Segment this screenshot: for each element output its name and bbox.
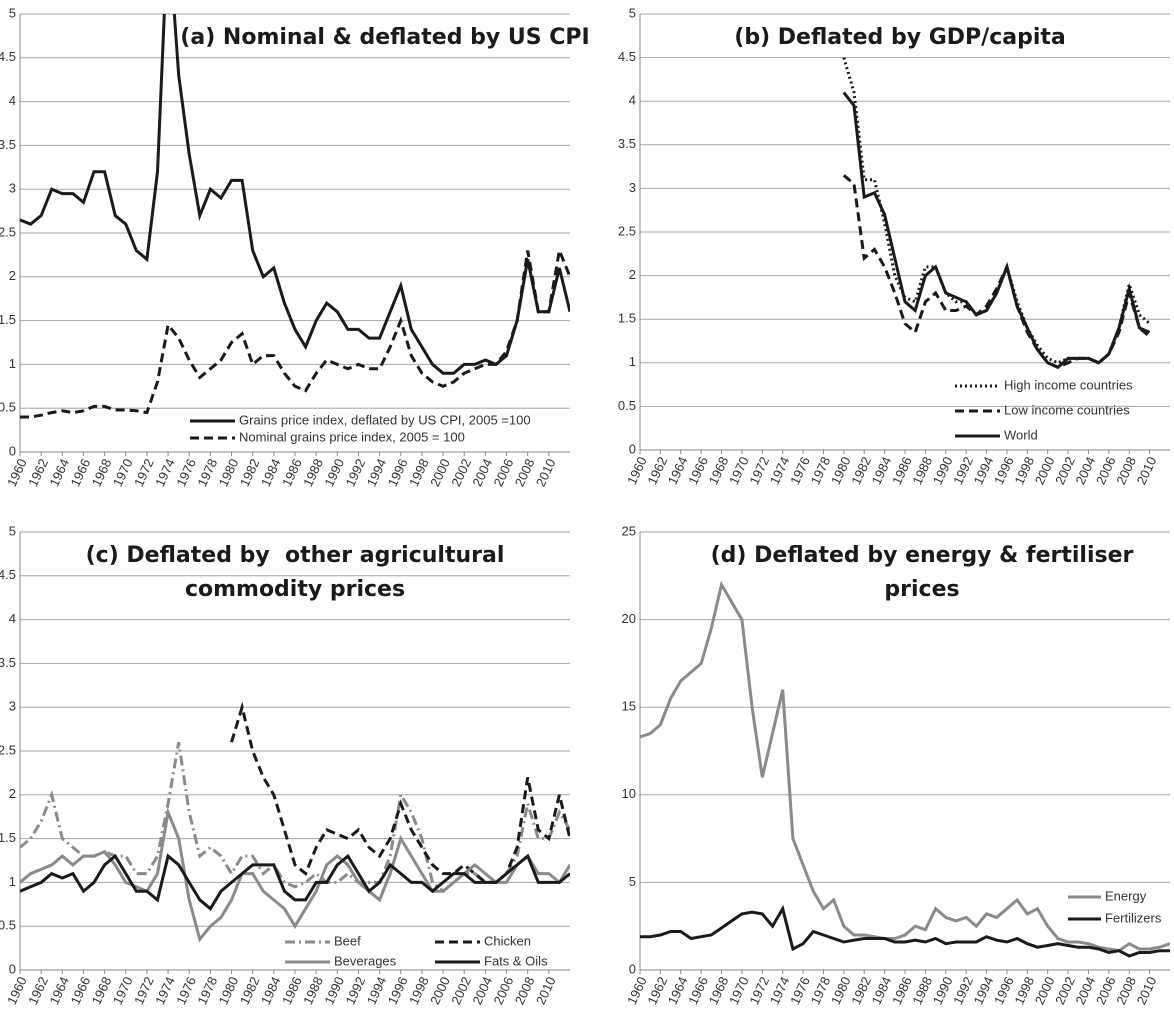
panel: 00.511.522.533.544.551960196219641966196… (0, 5, 590, 489)
x-tick-label: 1984 (258, 974, 284, 1007)
panel: 0510152025196019621964196619681970197219… (622, 523, 1170, 1007)
y-tick-label: 3 (9, 181, 16, 196)
y-tick-label: 2 (9, 268, 16, 283)
y-tick-label: 0 (629, 441, 636, 456)
legend-label: Low income countries (1004, 402, 1130, 417)
x-tick-label: 1984 (258, 456, 284, 489)
chart-title: prices (884, 577, 959, 602)
panel: 00.511.522.533.544.551960196219641966196… (618, 5, 1170, 487)
y-tick-label: 2 (629, 267, 636, 282)
legend-label: Grains price index, deflated by US CPI, … (239, 412, 531, 427)
y-tick-label: 2.5 (618, 223, 636, 238)
series-line (20, 853, 570, 911)
y-tick-label: 2.5 (0, 742, 16, 757)
legend-label: Chicken (484, 933, 531, 948)
y-tick-label: 3.5 (0, 137, 16, 152)
y-tick-label: 5 (629, 874, 636, 889)
y-tick-label: 5 (629, 5, 636, 20)
y-tick-label: 4 (9, 611, 16, 626)
y-tick-label: 1 (9, 356, 16, 371)
x-tick-label: 2010 (1134, 454, 1160, 487)
y-tick-label: 2 (9, 786, 16, 801)
y-tick-label: 1.5 (0, 312, 16, 327)
series-line (20, 14, 570, 375)
y-tick-label: 0.5 (0, 918, 16, 933)
y-tick-label: 1 (9, 874, 16, 889)
y-tick-label: 1.5 (0, 830, 16, 845)
y-tick-label: 10 (622, 786, 636, 801)
y-tick-label: 4 (629, 93, 636, 108)
y-tick-label: 0.5 (0, 400, 16, 415)
y-tick-label: 5 (9, 5, 16, 20)
y-tick-label: 25 (622, 523, 636, 538)
legend-label: Energy (1105, 888, 1147, 903)
chart-title: (b) Deflated by GDP/capita (734, 25, 1065, 50)
x-tick-label: 2010 (1134, 974, 1160, 1007)
y-tick-label: 0 (9, 961, 16, 976)
chart-title: (c) Deflated by other agricultural (86, 543, 505, 568)
y-tick-label: 4.5 (618, 49, 636, 64)
panel: 00.511.522.533.544.551960196219641966196… (0, 523, 570, 1007)
x-tick-label: 1996 (385, 456, 411, 489)
y-tick-label: 4 (9, 93, 16, 108)
x-tick-label: 1970 (110, 456, 136, 489)
series-line (842, 174, 1151, 369)
y-tick-label: 3 (629, 180, 636, 195)
series-line (842, 57, 1151, 365)
y-tick-label: 5 (9, 523, 16, 538)
y-tick-label: 4.5 (0, 567, 16, 582)
y-tick-label: 3.5 (0, 655, 16, 670)
y-tick-label: 0 (9, 443, 16, 458)
y-tick-label: 1.5 (618, 311, 636, 326)
series-line (842, 91, 1151, 369)
y-tick-label: 1 (629, 354, 636, 369)
y-tick-label: 0 (629, 961, 636, 976)
series-line (640, 580, 1170, 953)
y-tick-label: 4.5 (0, 49, 16, 64)
y-tick-label: 0.5 (618, 398, 636, 413)
series-line (20, 245, 570, 419)
x-tick-label: 2010 (533, 456, 559, 489)
series-line (20, 806, 570, 943)
legend-label: Nominal grains price index, 2005 = 100 (239, 429, 465, 444)
y-tick-label: 3.5 (618, 136, 636, 151)
series-line (230, 701, 570, 884)
legend-label: Fats & Oils (484, 953, 548, 968)
legend-label: Beef (334, 933, 361, 948)
y-tick-label: 2.5 (0, 224, 16, 239)
x-tick-label: 1970 (110, 974, 136, 1007)
legend-label: Beverages (334, 953, 397, 968)
series-line (640, 904, 1170, 958)
x-tick-label: 2010 (533, 974, 559, 1007)
chart-title: commodity prices (185, 577, 405, 602)
y-tick-label: 20 (622, 611, 636, 626)
y-tick-label: 3 (9, 699, 16, 714)
y-tick-label: 15 (622, 699, 636, 714)
chart-title: (a) Nominal & deflated by US CPI (180, 25, 589, 50)
chart-title: (d) Deflated by energy & fertiliser (711, 543, 1134, 568)
legend-label: High income countries (1004, 377, 1133, 392)
x-tick-label: 1996 (385, 974, 411, 1007)
legend-label: World (1004, 427, 1038, 442)
legend-label: Fertilizers (1105, 910, 1162, 925)
